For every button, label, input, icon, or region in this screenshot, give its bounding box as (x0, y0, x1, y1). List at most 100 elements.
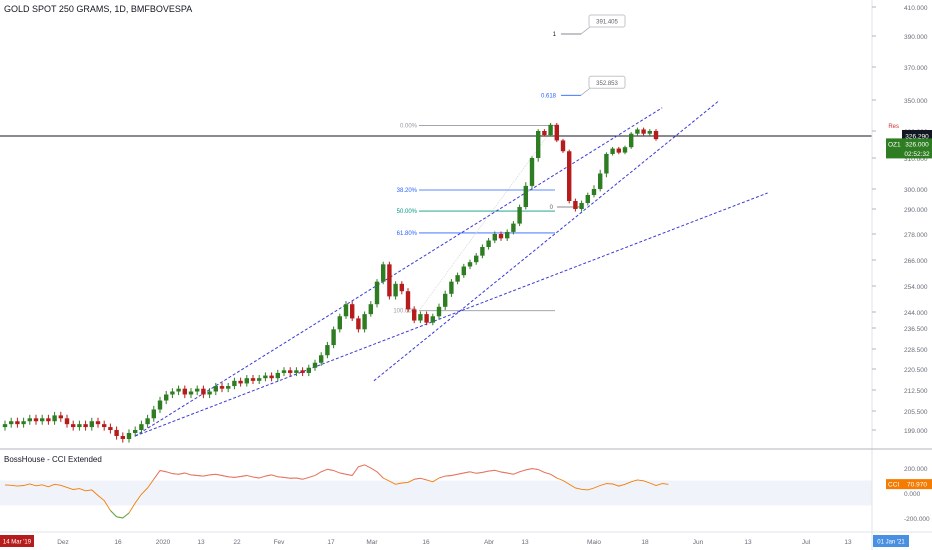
candle (232, 380, 237, 387)
cci-segment-high (252, 476, 260, 479)
candle (647, 131, 652, 134)
cci-segment-high (308, 475, 316, 478)
candle (368, 304, 373, 315)
cci-segment-high (246, 475, 254, 478)
candle (300, 370, 305, 373)
candle (77, 424, 82, 428)
price-callout-value: 391.405 (596, 19, 618, 25)
cci-segment-high (184, 472, 192, 476)
time-tick-label: 16 (422, 539, 430, 546)
candle (405, 291, 411, 310)
fib-level-label: 0.00% (400, 124, 418, 130)
time-tick-label: Jun (693, 539, 704, 546)
candle (83, 424, 88, 428)
cci-segment-high (488, 469, 495, 472)
cci-segment-high (445, 475, 452, 477)
cci-segment-high (190, 474, 198, 476)
price-tick-label: 410.000 (904, 5, 928, 12)
candle (350, 304, 355, 319)
candle (89, 421, 94, 428)
candle (21, 421, 26, 425)
cci-tick-label: -200.000 (904, 516, 930, 523)
candle (238, 380, 243, 384)
price-callout-value: 352.853 (596, 81, 618, 87)
candle (139, 424, 144, 430)
candle (567, 151, 572, 201)
candle (312, 362, 318, 368)
trendline[interactable] (373, 101, 719, 382)
candle (102, 424, 107, 428)
cci-segment-high (538, 469, 545, 473)
candle (27, 418, 32, 422)
candle (257, 378, 262, 381)
cci-segment-high (215, 473, 223, 476)
candle (629, 133, 634, 148)
candle (616, 148, 621, 153)
price-tick-label: 266.000 (904, 258, 928, 265)
cci-segment-high (507, 472, 514, 475)
cci-segment-high (544, 471, 551, 475)
cci-segment-high (277, 476, 285, 478)
candle (157, 400, 163, 410)
candle (33, 418, 39, 422)
time-tick-label: 17 (327, 539, 335, 546)
candle (108, 427, 113, 430)
candle (269, 375, 274, 379)
candle (126, 433, 132, 439)
cci-value: 70.970 (907, 482, 927, 489)
candle (145, 418, 150, 425)
candle (622, 147, 628, 153)
time-tick-label: 13 (744, 539, 752, 546)
candle (219, 386, 225, 389)
candle (579, 203, 584, 209)
candle (573, 201, 578, 209)
time-tick-label: Abr (484, 539, 495, 546)
current-price-tag (886, 138, 932, 159)
cci-segment-high (531, 468, 539, 470)
candle (319, 355, 324, 363)
candle (511, 223, 516, 232)
candle (176, 388, 181, 392)
cci-segment-high (234, 476, 241, 478)
cci-segment-high (153, 470, 161, 480)
cci-segment-high (476, 471, 483, 474)
candle (381, 264, 386, 282)
cci-segment-high (519, 469, 526, 473)
fib-level-label: 50.00% (397, 209, 418, 215)
trendline[interactable] (134, 107, 663, 437)
cci-value-tag (886, 479, 932, 490)
cci-segment-high (221, 475, 229, 478)
candle (64, 418, 70, 425)
candle (536, 131, 541, 158)
price-tick-label: 212.500 (904, 388, 928, 395)
candle (436, 306, 442, 317)
candle (554, 124, 559, 141)
price-tick-label: 236.500 (904, 326, 928, 333)
range-end-tag (873, 535, 909, 547)
candle (418, 314, 423, 321)
cci-tick-label: 200.000 (904, 466, 928, 473)
candle (542, 131, 547, 136)
reference-tag: Res (888, 124, 899, 130)
candle (449, 281, 454, 294)
candle (244, 378, 249, 384)
candle (498, 234, 504, 239)
cci-segment-high (494, 469, 502, 473)
candle (207, 391, 212, 395)
candle (393, 283, 398, 297)
cci-segment-high (259, 475, 266, 479)
time-tick-label: 22 (233, 539, 241, 546)
time-tick-label: Fev (274, 539, 286, 546)
time-tick-label: 2020 (156, 539, 171, 546)
price-tick-label: 350.000 (904, 98, 928, 105)
cci-segment-high (451, 473, 458, 476)
fib-extension-ratio: 0.618 (541, 93, 557, 99)
cci-segment-high (203, 474, 210, 477)
candle (362, 314, 367, 330)
cci-segment-high (228, 476, 235, 478)
candle (71, 424, 76, 428)
symbol-tag: OZ1 (888, 141, 901, 148)
cci-segment-high (172, 473, 179, 475)
trendline[interactable] (135, 192, 768, 437)
